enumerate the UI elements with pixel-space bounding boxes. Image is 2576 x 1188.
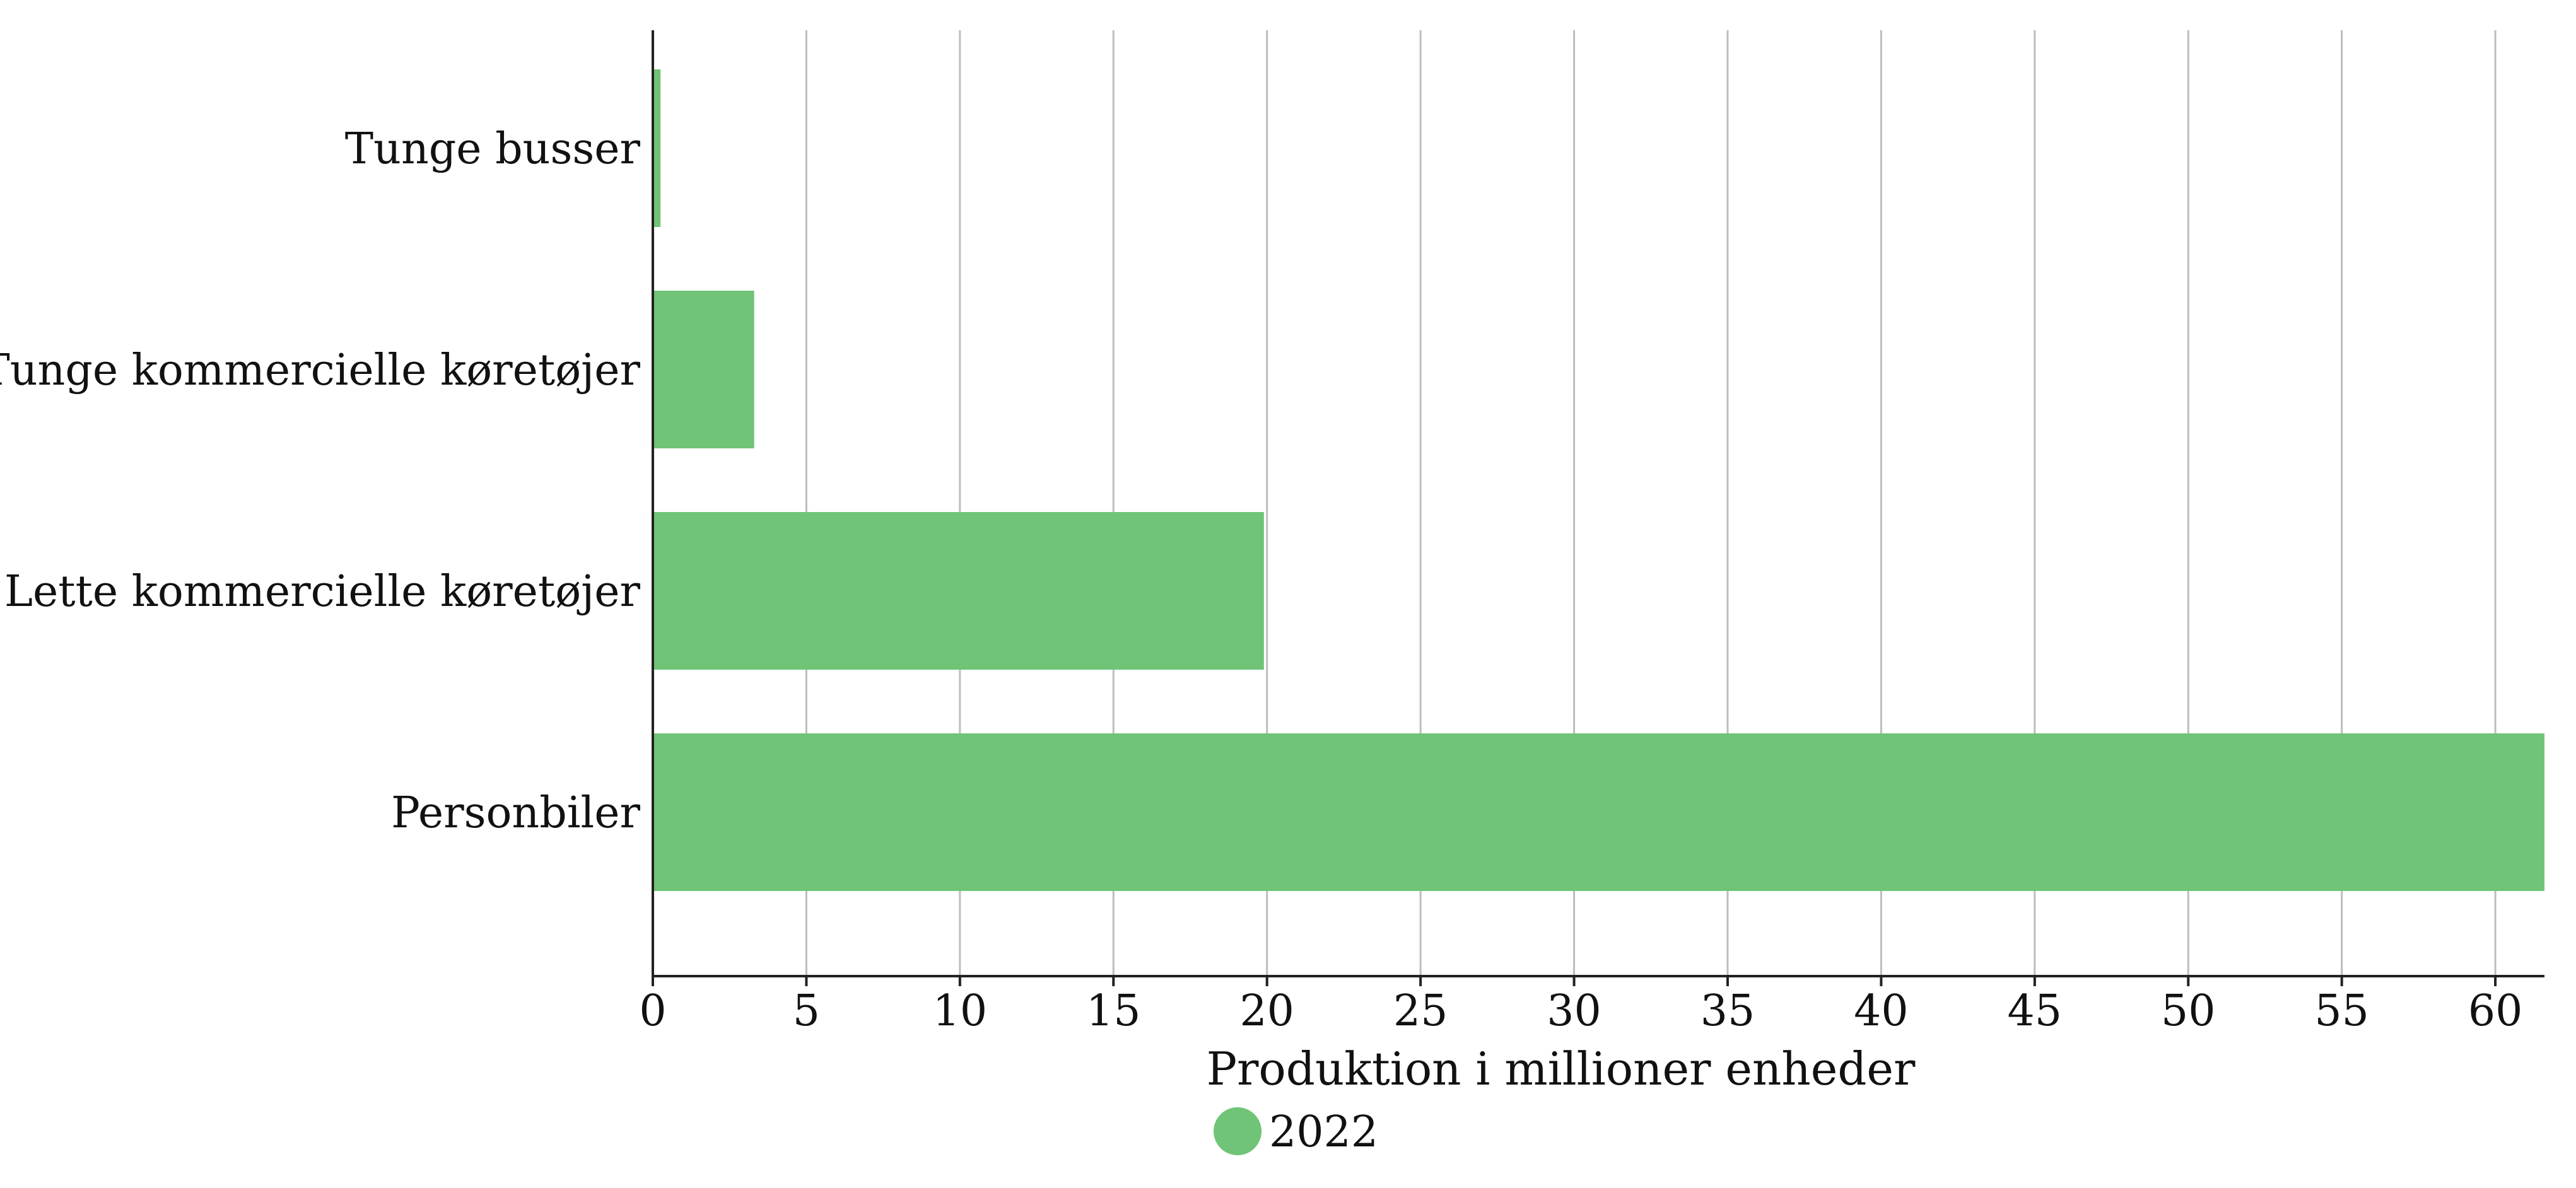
- bar-personbiler[interactable]: [654, 733, 2544, 891]
- x-tick-label-50: 50: [2161, 986, 2216, 1036]
- category-label-lette-kommercielle-k-ret-jer: Lette kommercielle køretøjer: [4, 567, 641, 617]
- category-labels: Personbiler Lette kommercielle køretøjer T…: [0, 124, 640, 838]
- x-tick-label-30: 30: [1547, 986, 1601, 1036]
- x-tick-label-35: 35: [1701, 986, 1755, 1036]
- bar-lette-kommercielle-k-ret-jer[interactable]: [654, 512, 1264, 670]
- x-axis-title: Produktion i millioner enheder: [1207, 1042, 1916, 1095]
- legend-marker-2022[interactable]: [1214, 1107, 1262, 1155]
- x-tick-label-60: 60: [2468, 986, 2523, 1036]
- x-tick-label-10: 10: [933, 986, 988, 1036]
- category-label-tunge-busser: Tunge busser: [345, 124, 641, 174]
- bar-tunge-kommercielle-k-ret-jer[interactable]: [654, 291, 754, 448]
- bar-tunge-busser[interactable]: [654, 69, 661, 227]
- category-label-personbiler: Personbiler: [391, 788, 640, 838]
- legend-label-2022: 2022: [1269, 1107, 1378, 1157]
- x-tick-label-40: 40: [1854, 986, 1909, 1036]
- category-label-tunge-kommercielle-k-ret-jer: Tunge kommercielle køretøjer: [0, 346, 640, 395]
- x-tick-label-55: 55: [2314, 986, 2369, 1036]
- legend: 2022: [1214, 1107, 1378, 1157]
- x-tick-label-45: 45: [2008, 986, 2063, 1036]
- bars: [654, 69, 2544, 891]
- x-tick-label-0: 0: [639, 986, 666, 1036]
- x-axis: 0 5 10 15 20 25 30 35 40 45 50 55 60: [639, 30, 2544, 1036]
- x-tick-label-15: 15: [1086, 986, 1141, 1036]
- x-tick-label-5: 5: [793, 986, 820, 1036]
- x-tick-label-20: 20: [1239, 986, 1294, 1036]
- x-tick-label-25: 25: [1393, 986, 1448, 1036]
